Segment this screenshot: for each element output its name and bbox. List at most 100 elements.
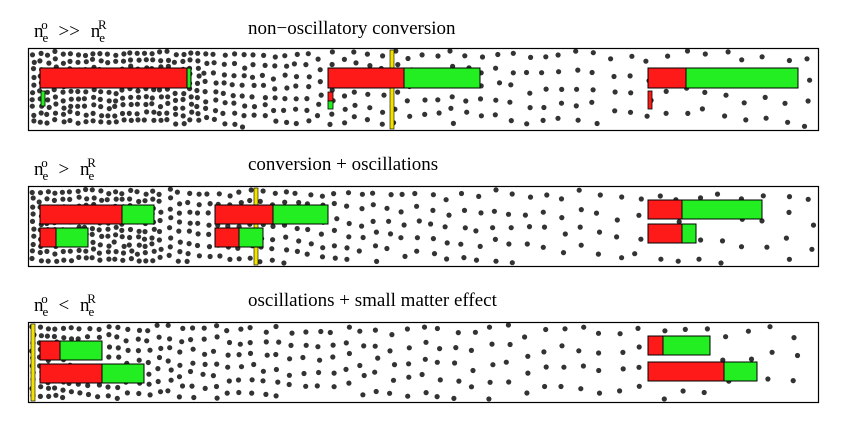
electron-dot: [272, 54, 278, 60]
electron-dot: [495, 51, 501, 58]
electron-dot: [37, 324, 44, 330]
electron-dot: [188, 94, 194, 100]
electron-dot: [293, 120, 299, 127]
electron-dot: [286, 381, 292, 388]
electron-dot: [29, 97, 35, 103]
electron-dot: [344, 245, 350, 251]
electron-dot: [52, 385, 58, 391]
electron-dot: [194, 95, 200, 101]
electron-dot: [398, 209, 404, 215]
electron-dot: [458, 190, 465, 197]
electron-dot: [273, 323, 279, 330]
electron-dot: [97, 51, 103, 57]
electron-dot: [181, 121, 187, 127]
electron-dot: [361, 372, 367, 379]
electron-dot: [560, 250, 567, 256]
electron-dot: [351, 114, 357, 120]
electron-dot: [37, 58, 43, 64]
electron-dot: [98, 119, 104, 125]
electron-dot: [90, 51, 96, 57]
electron-dot: [45, 326, 52, 332]
electron-dot: [203, 51, 209, 57]
electron-dot: [794, 352, 801, 359]
electron-dot: [113, 232, 119, 238]
electron-dot: [468, 347, 474, 353]
electron-dot: [430, 192, 436, 198]
electron-dot: [684, 48, 691, 54]
electron-dot: [543, 364, 549, 370]
electron-dot: [60, 60, 66, 66]
electron-dot: [202, 89, 208, 95]
electron-dot: [186, 228, 192, 234]
electron-dot: [330, 342, 336, 348]
electron-dot: [127, 234, 133, 241]
electron-dot: [451, 395, 457, 401]
electron-dot: [202, 385, 208, 391]
electron-dot: [126, 110, 132, 116]
electron-dot: [386, 218, 392, 224]
electron-dot: [612, 108, 618, 114]
electron-dot: [249, 390, 255, 396]
electron-dot: [106, 332, 112, 338]
electron-dot: [782, 100, 788, 106]
electron-dot: [176, 228, 182, 234]
electron-dot: [31, 118, 37, 124]
electron-dot: [540, 209, 546, 215]
electron-dot: [136, 357, 142, 363]
electron-dots-top: [29, 48, 813, 130]
electron-dot: [239, 124, 246, 130]
green-bar: [238, 227, 264, 248]
electron-dot: [38, 333, 45, 339]
electron-dot: [98, 104, 104, 110]
electron-dot: [273, 393, 279, 399]
condition-sup2: R: [87, 291, 96, 306]
electron-dot: [83, 186, 89, 193]
electron-dot: [46, 393, 52, 399]
electron-dot: [149, 101, 155, 107]
electron-dot: [235, 377, 242, 383]
electron-dot: [45, 97, 51, 103]
electron-dot: [450, 120, 456, 126]
electron-dot: [156, 87, 163, 93]
electron-dot: [769, 349, 775, 355]
electron-dot: [98, 89, 104, 95]
electron-dot: [374, 258, 380, 264]
electron-dot: [202, 361, 208, 367]
electron-dot: [306, 74, 312, 80]
electron-dot: [120, 95, 126, 101]
electron-dot: [283, 234, 289, 240]
electron-dot: [370, 202, 376, 208]
electron-dot: [617, 331, 623, 337]
electron-dot: [414, 203, 420, 209]
electron-dot: [575, 117, 581, 123]
electron-dot: [597, 192, 603, 198]
electron-dot: [493, 187, 499, 193]
electron-dot: [722, 113, 728, 119]
electron-dot: [106, 324, 112, 330]
electron-dot: [490, 225, 496, 231]
condition-op: >: [58, 159, 70, 180]
electron-dot: [231, 73, 237, 79]
electron-dot: [331, 191, 337, 197]
electron-dot: [172, 105, 178, 111]
electron-dot: [30, 195, 36, 201]
electron-dot: [97, 242, 103, 248]
electron-dot: [261, 52, 267, 59]
electron-dot: [272, 63, 278, 69]
electron-dot: [52, 117, 58, 123]
electron-dot: [332, 255, 338, 261]
electron-dot: [181, 51, 187, 58]
electron-dot: [173, 121, 179, 127]
electron-dot: [84, 334, 91, 340]
electron-dot: [83, 89, 89, 95]
electron-dot: [699, 106, 706, 112]
electron-dot: [318, 92, 324, 98]
electron-dot: [213, 89, 219, 95]
electron-dot: [595, 330, 602, 336]
electron-dot: [543, 326, 549, 333]
electron-dot: [508, 118, 514, 124]
electron-dot: [175, 258, 181, 264]
electron-dot: [187, 190, 193, 196]
electron-dot: [202, 351, 208, 357]
electron-dot: [421, 324, 428, 330]
